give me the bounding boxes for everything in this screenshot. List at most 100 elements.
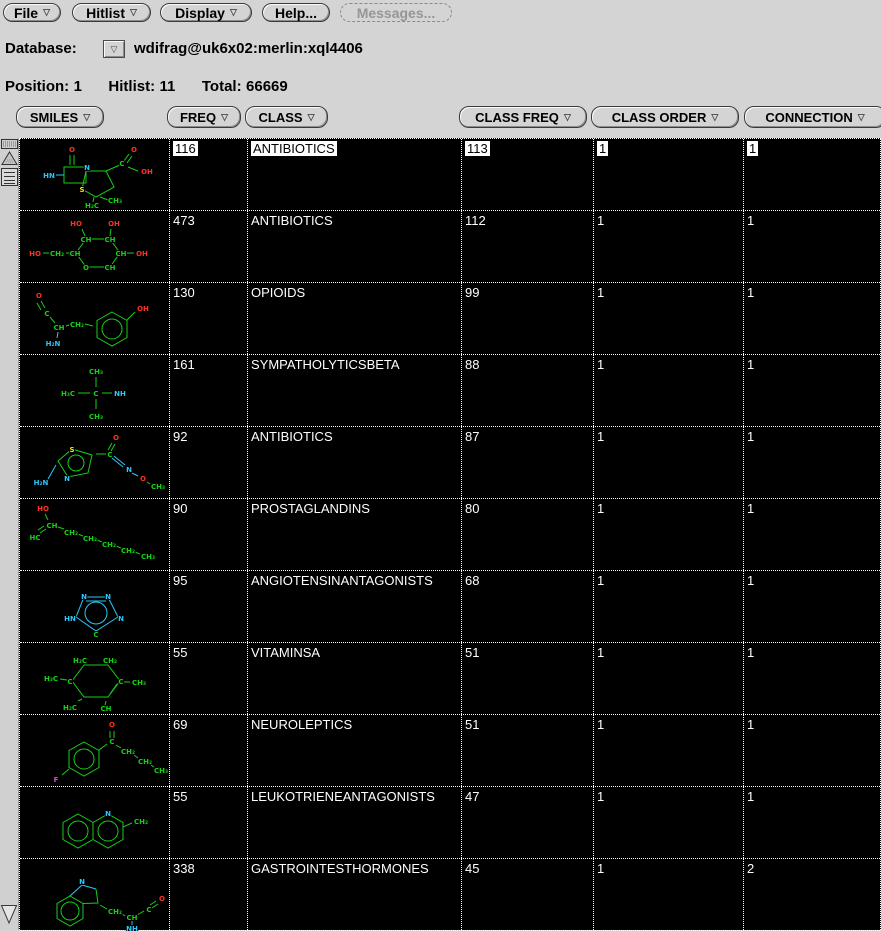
column-header-smiles[interactable]: SMILES ▽ — [16, 106, 104, 128]
class-freq-cell[interactable]: 51 — [461, 643, 593, 714]
class-order-cell[interactable]: 1 — [593, 499, 743, 570]
column-header-connection[interactable]: CONNECTION ▽ — [744, 106, 881, 128]
class-cell[interactable]: LEUKOTRIENEANTAGONISTS — [247, 787, 461, 858]
connection-cell[interactable]: 1 — [743, 499, 881, 570]
file-menu-button[interactable]: File ▽ — [3, 3, 61, 22]
connection-cell[interactable]: 1 — [743, 139, 881, 210]
smiles-cell[interactable]: N N N HN C — [20, 571, 169, 642]
connection-cell[interactable]: 1 — [743, 211, 881, 282]
connection-cell[interactable]: 1 — [743, 787, 881, 858]
class-freq-value: 112 — [465, 213, 486, 228]
class-freq-cell[interactable]: 99 — [461, 283, 593, 354]
freq-cell[interactable]: 473 — [169, 211, 247, 282]
chevron-down-icon: ▽ — [83, 111, 91, 122]
database-option-button[interactable]: ▽ — [103, 40, 125, 58]
class-order-cell[interactable]: 1 — [593, 787, 743, 858]
freq-cell[interactable]: 161 — [169, 355, 247, 426]
class-cell[interactable]: ANGIOTENSINANTAGONISTS — [247, 571, 461, 642]
class-order-cell[interactable]: 1 — [593, 355, 743, 426]
connection-cell[interactable]: 1 — [743, 283, 881, 354]
table-row[interactable]: HO CH HC CH₂ CH₂ CH₂ CH₂ CH₃ 90 PROSTAGLANDI… — [20, 499, 880, 571]
freq-cell[interactable]: 55 — [169, 643, 247, 714]
connection-cell[interactable]: 1 — [743, 571, 881, 642]
connection-cell[interactable]: 1 — [743, 715, 881, 786]
connection-cell[interactable]: 1 — [743, 643, 881, 714]
freq-cell[interactable]: 92 — [169, 427, 247, 498]
class-order-cell[interactable]: 1 — [593, 715, 743, 786]
class-order-cell[interactable]: 1 — [593, 283, 743, 354]
svg-text:HO: HO — [29, 250, 41, 258]
class-freq-cell[interactable]: 45 — [461, 859, 593, 930]
freq-cell[interactable]: 55 — [169, 787, 247, 858]
column-header-class[interactable]: CLASS ▽ — [245, 106, 328, 128]
class-order-value: 1 — [597, 429, 605, 444]
smiles-cell[interactable]: O C CH H₂N CH₂ OH — [20, 283, 169, 354]
class-freq-cell[interactable]: 112 — [461, 211, 593, 282]
freq-cell[interactable]: 338 — [169, 859, 247, 930]
class-freq-cell[interactable]: 47 — [461, 787, 593, 858]
connection-cell[interactable]: 1 — [743, 355, 881, 426]
table-row[interactable]: C CH₃ CH₃ H₃C NH 161 SYMPATHOLYTICSBETA 88… — [20, 355, 880, 427]
class-cell[interactable]: ANTIBIOTICS — [247, 211, 461, 282]
list-thumb-icon[interactable] — [1, 168, 18, 186]
svg-text:S: S — [79, 186, 84, 194]
svg-text:CH: CH — [127, 914, 138, 922]
class-freq-cell[interactable]: 51 — [461, 715, 593, 786]
help-button[interactable]: Help... — [262, 3, 330, 22]
smiles-cell[interactable]: N CH₂ CH C O NH — [20, 859, 169, 931]
grip-icon[interactable] — [1, 139, 18, 149]
class-order-cell[interactable]: 1 — [593, 139, 743, 210]
column-header-freq[interactable]: FREQ ▽ — [167, 106, 241, 128]
class-freq-cell[interactable]: 87 — [461, 427, 593, 498]
smiles-cell[interactable]: HO CH HC CH₂ CH₂ CH₂ CH₂ CH₃ — [20, 499, 169, 570]
column-header-class-order[interactable]: CLASS ORDER ▽ — [591, 106, 739, 128]
class-freq-cell[interactable]: 80 — [461, 499, 593, 570]
table-row[interactable]: H₂C CH₂ C CH₃ C H₃C H₂C CH 55 VITAMINSA 51 1… — [20, 643, 880, 715]
hitlist-menu-button[interactable]: Hitlist ▽ — [72, 3, 151, 22]
scroll-up-arrow[interactable] — [1, 151, 18, 166]
class-cell[interactable]: VITAMINSA — [247, 643, 461, 714]
connection-cell[interactable]: 1 — [743, 427, 881, 498]
table-row[interactable]: N CH₂ 55 LEUKOTRIENEANTAGONISTS 47 1 1 — [20, 787, 880, 859]
table-row[interactable]: HO OH OH HO CH₂ CH CH CH CH O CH 473 ANTIBIOT… — [20, 211, 880, 283]
class-freq-cell[interactable]: 113 — [461, 139, 593, 210]
freq-cell[interactable]: 130 — [169, 283, 247, 354]
class-cell[interactable]: GASTROINTESTHORMONES — [247, 859, 461, 930]
class-order-cell[interactable]: 1 — [593, 427, 743, 498]
smiles-cell[interactable]: HO OH OH HO CH₂ CH CH CH CH O CH — [20, 211, 169, 282]
smiles-cell[interactable]: H₂C CH₂ C CH₃ C H₃C H₂C CH — [20, 643, 169, 714]
freq-cell[interactable]: 90 — [169, 499, 247, 570]
column-header-class-freq[interactable]: CLASS FREQ ▽ — [459, 106, 587, 128]
display-menu-button[interactable]: Display ▽ — [160, 3, 252, 22]
class-freq-cell[interactable]: 88 — [461, 355, 593, 426]
class-cell[interactable]: SYMPATHOLYTICSBETA — [247, 355, 461, 426]
freq-cell[interactable]: 95 — [169, 571, 247, 642]
class-order-cell[interactable]: 1 — [593, 643, 743, 714]
vertical-scrollbar[interactable] — [0, 138, 19, 930]
freq-value: 92 — [173, 429, 188, 444]
class-cell[interactable]: PROSTAGLANDINS — [247, 499, 461, 570]
connection-cell[interactable]: 2 — [743, 859, 881, 930]
scroll-down-arrow[interactable] — [0, 904, 18, 925]
freq-cell[interactable]: 116 — [169, 139, 247, 210]
table-row[interactable]: O C CH H₂N CH₂ OH 130 OPIOIDS 99 1 1 — [20, 283, 880, 355]
class-cell[interactable]: ANTIBIOTICS — [247, 427, 461, 498]
class-order-cell[interactable]: 1 — [593, 571, 743, 642]
freq-cell[interactable]: 69 — [169, 715, 247, 786]
smiles-cell[interactable]: N CH₂ — [20, 787, 169, 858]
smiles-cell[interactable]: C CH₃ CH₃ H₃C NH — [20, 355, 169, 426]
table-row[interactable]: N CH₂ CH C O NH 338 GASTROINTESTHORMONES 45… — [20, 859, 880, 931]
class-cell[interactable]: ANTIBIOTICS — [247, 139, 461, 210]
class-order-cell[interactable]: 1 — [593, 859, 743, 930]
class-cell[interactable]: OPIOIDS — [247, 283, 461, 354]
class-freq-cell[interactable]: 68 — [461, 571, 593, 642]
class-cell[interactable]: NEUROLEPTICS — [247, 715, 461, 786]
class-order-cell[interactable]: 1 — [593, 211, 743, 282]
